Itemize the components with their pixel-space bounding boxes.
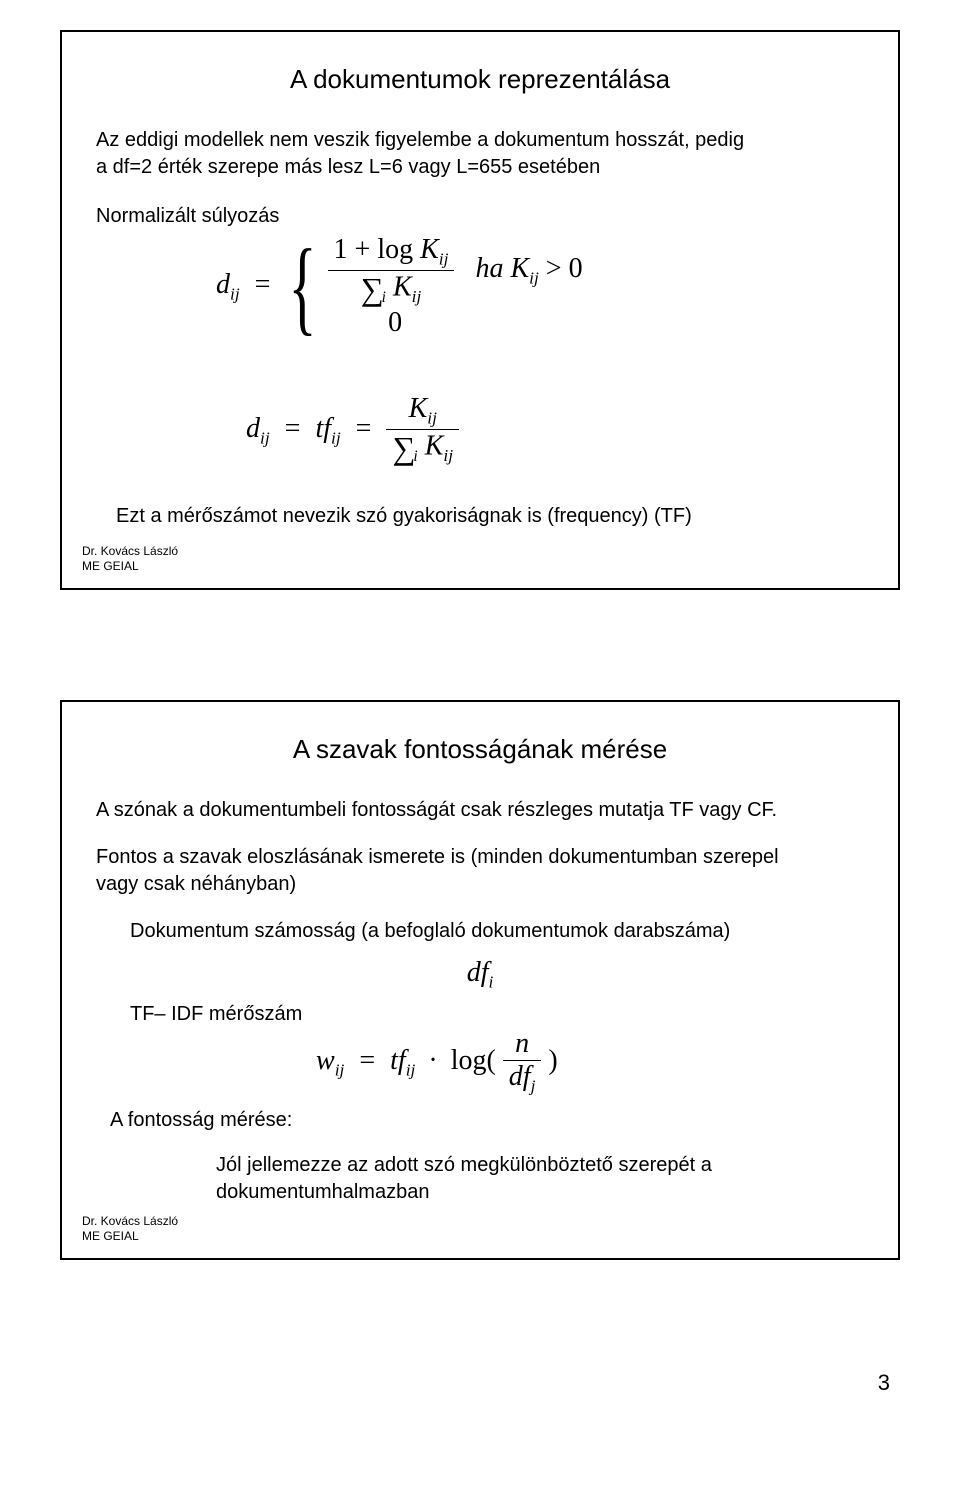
slide-2-body: A szónak a dokumentumbeli fontosságát cs… (96, 797, 864, 1206)
slide-2: A szavak fontosságának mérése A szónak a… (60, 700, 900, 1260)
slide-2-line-3: Dokumentum számosság (a befoglaló dokume… (130, 918, 864, 945)
slide-2-line-4: TF– IDF mérőszám (130, 1001, 864, 1028)
formula-dij-cases: dij = { 1 + log Kij ∑i Kij ha Kij > 0 0 (216, 236, 864, 337)
slide-1-line-3: Normalizált súlyozás (96, 203, 864, 230)
slide-2-footer-org: ME GEIAL (82, 1229, 178, 1244)
formula-dfi: dfi (96, 959, 864, 991)
slide-2-line-5: A fontosság mérése: (110, 1107, 864, 1134)
slide-1-line-1: Az eddigi modellek nem veszik figyelembe… (96, 127, 864, 154)
slide-1-line-2: a df=2 érték szerepe más lesz L=6 vagy L… (96, 154, 864, 181)
slide-2-line-6b: dokumentumhalmazban (216, 1179, 864, 1206)
slide-1-body: Az eddigi modellek nem veszik figyelembe… (96, 127, 864, 530)
slide-2-footer-author: Dr. Kovács László (82, 1214, 178, 1229)
slide-2-title: A szavak fontosságának mérése (96, 734, 864, 765)
slide-2-line-1: A szónak a dokumentumbeli fontosságát cs… (96, 797, 864, 824)
slide-2-line-6a: Jól jellemezze az adott szó megkülönbözt… (216, 1152, 864, 1179)
page: A dokumentumok reprezentálása Az eddigi … (0, 0, 960, 1426)
slide-2-line-2a: Fontos a szavak eloszlásának ismerete is… (96, 844, 864, 871)
slide-1-title: A dokumentumok reprezentálása (96, 64, 864, 95)
slide-2-footer: Dr. Kovács László ME GEIAL (82, 1214, 178, 1244)
slide-1-footer: Dr. Kovács László ME GEIAL (82, 544, 178, 574)
slide-1-footer-org: ME GEIAL (82, 559, 178, 574)
slide-1-line-4: Ezt a mérőszámot nevezik szó gyakoriságn… (116, 503, 864, 530)
page-number: 3 (60, 1370, 900, 1396)
formula-wij: wij = tfij · log( n dfj ) (316, 1030, 864, 1095)
formula-dij-tfij: dij = tfij = Kij ∑i Kij (246, 395, 864, 464)
slide-1: A dokumentumok reprezentálása Az eddigi … (60, 30, 900, 590)
slide-1-footer-author: Dr. Kovács László (82, 544, 178, 559)
slide-2-line-2b: vagy csak néhányban) (96, 871, 864, 898)
